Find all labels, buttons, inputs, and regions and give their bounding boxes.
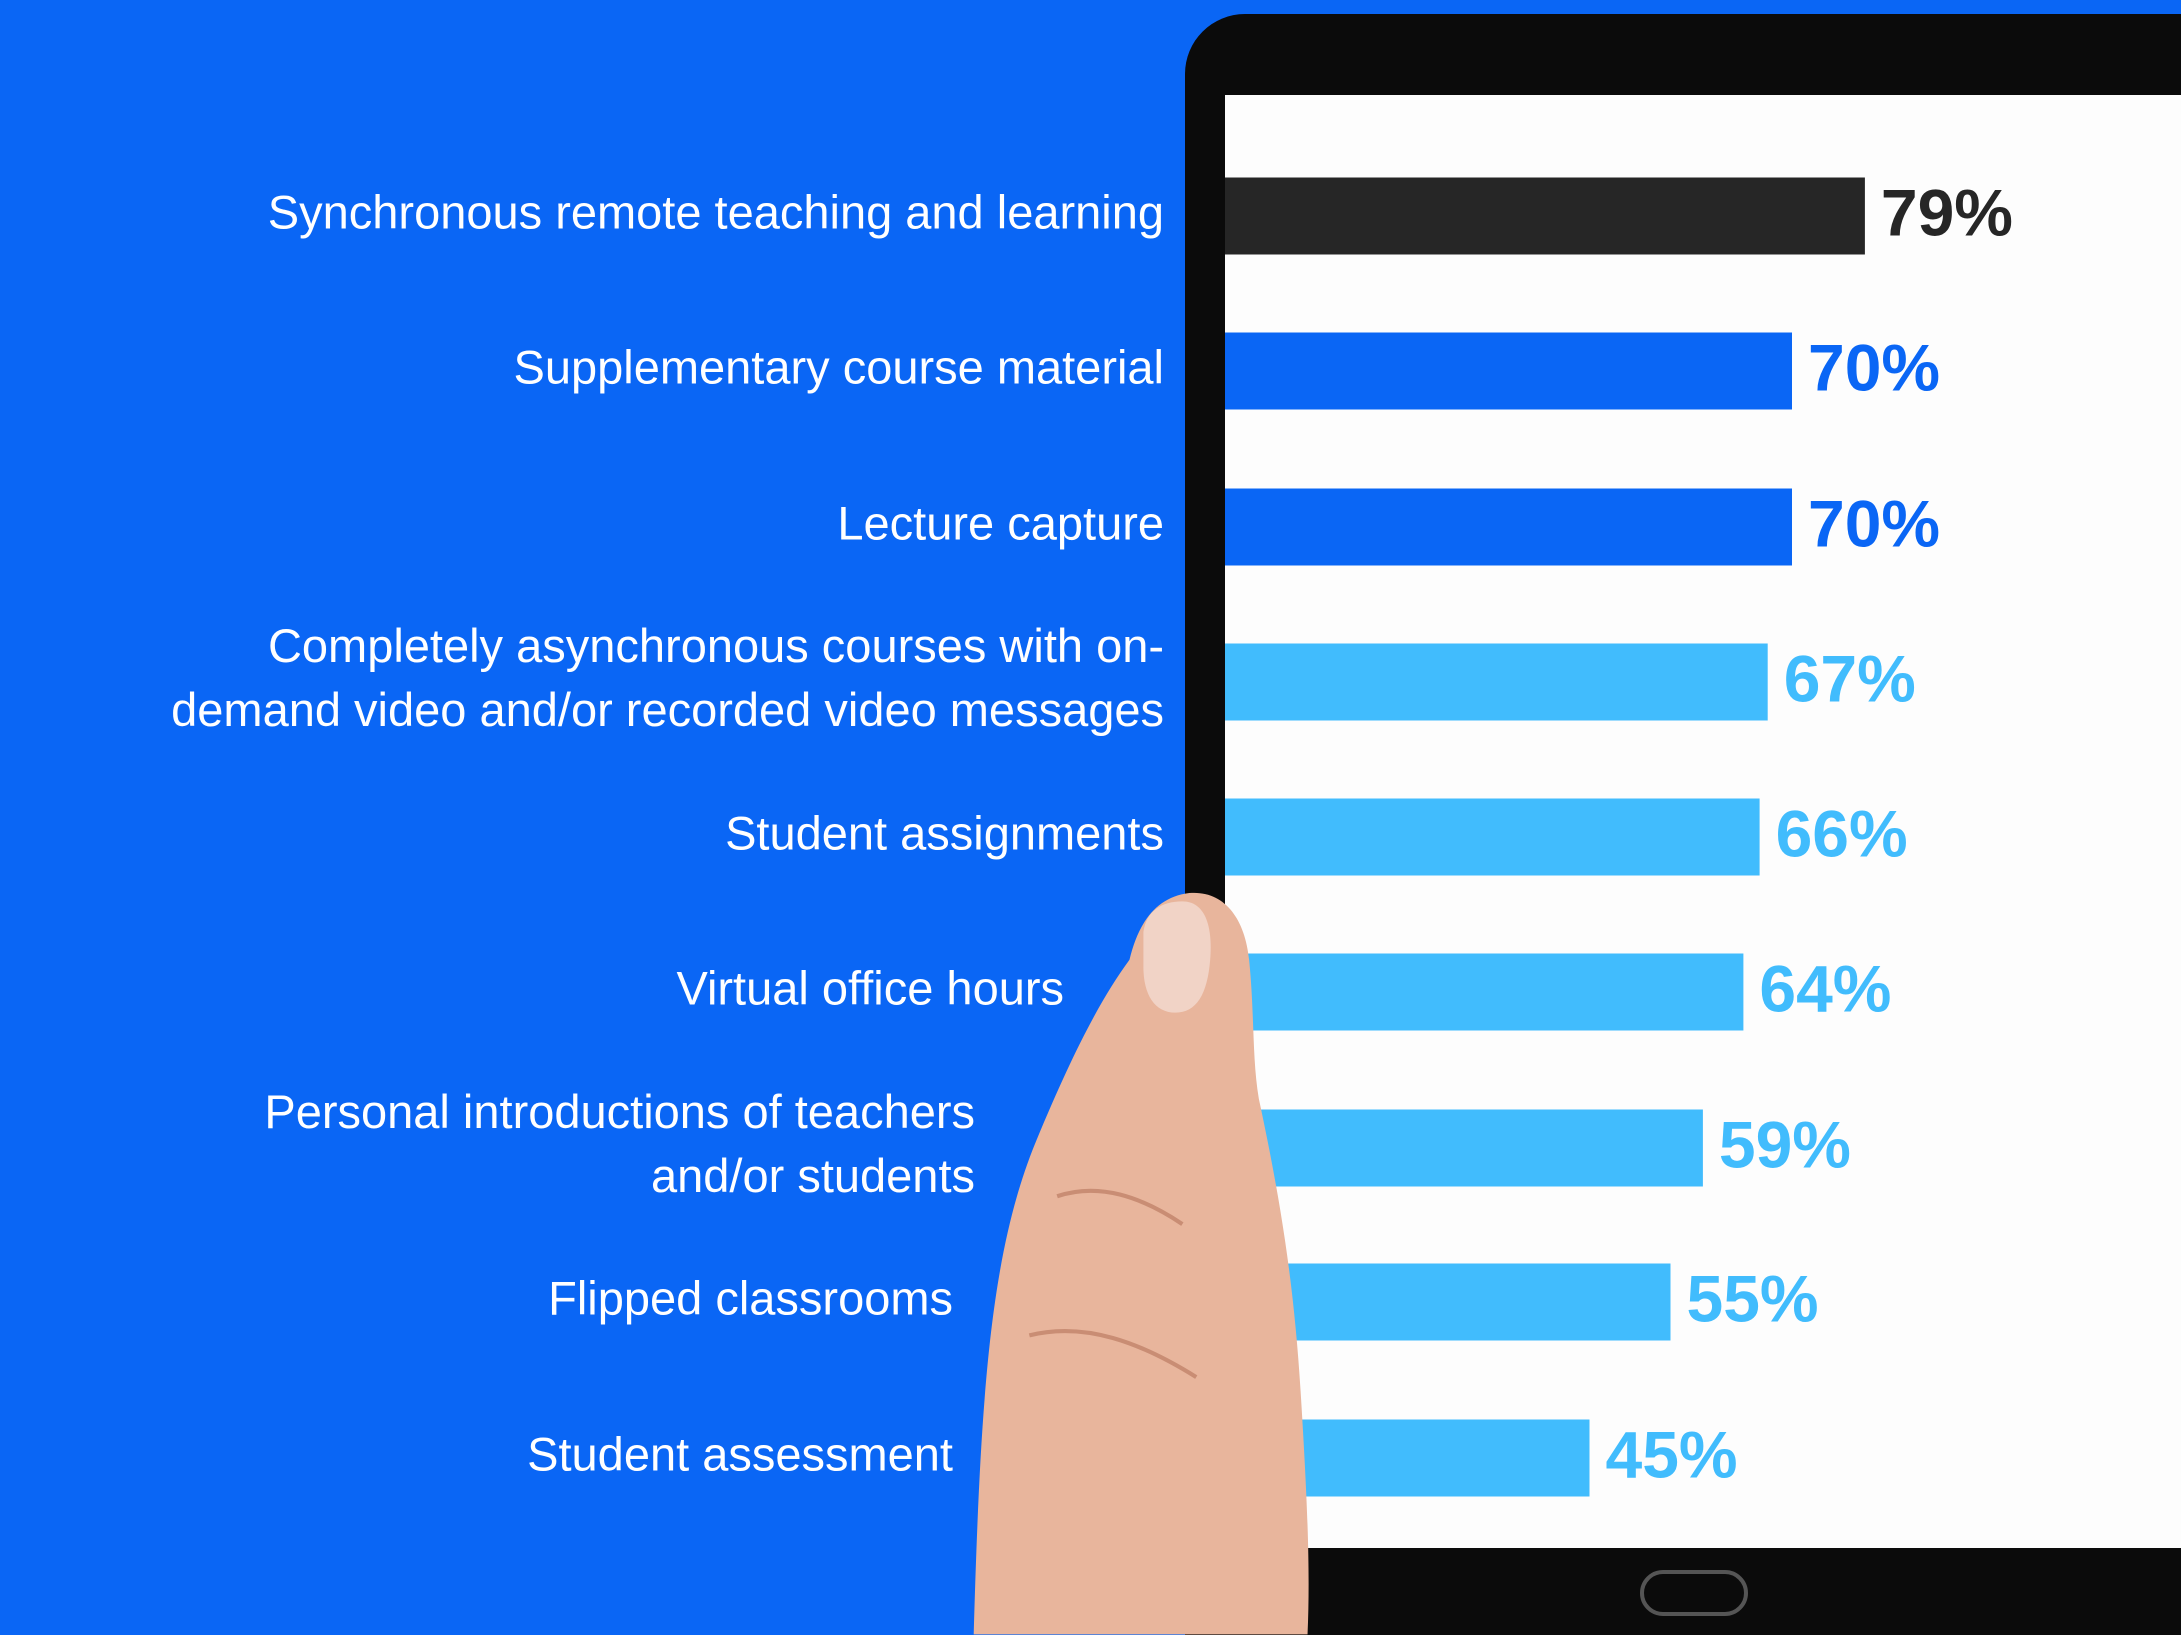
category-label: Student assignments (725, 806, 1164, 859)
bar (1225, 1109, 1703, 1187)
category-label: Synchronous remote teaching and learning (268, 185, 1164, 238)
value-label: 64% (1759, 951, 1891, 1025)
hand-shape (973, 892, 1309, 1635)
category-label: Supplementary course material (514, 340, 1164, 393)
thumbnail (1143, 901, 1211, 1013)
value-label: 59% (1719, 1107, 1851, 1181)
category-label: Lecture capture (837, 496, 1164, 549)
bar (1225, 798, 1760, 876)
bar (1225, 488, 1792, 566)
bar (1225, 332, 1792, 410)
category-label: Completely asynchronous courses with on-… (171, 619, 1164, 736)
value-label: 67% (1784, 641, 1916, 715)
value-label: 55% (1687, 1261, 1819, 1335)
category-label: Student assessment (527, 1427, 953, 1480)
bars: 79% 70% 70% 67% 66% 64% 59% 55% 45% (1225, 175, 2013, 1497)
value-label: 45% (1606, 1417, 1738, 1491)
value-label: 70% (1808, 330, 1940, 404)
bar (1225, 643, 1768, 721)
hand (973, 892, 1309, 1635)
value-label: 66% (1776, 796, 1908, 870)
home-button (1640, 1570, 1748, 1616)
category-label: Personal introductions of teachers and/or… (264, 1085, 975, 1202)
value-label: 70% (1808, 486, 1940, 560)
hand-crease (1028, 1188, 1198, 1379)
category-label: Virtual office hours (676, 961, 1064, 1014)
value-label: 79% (1881, 175, 2013, 249)
bar (1225, 953, 1744, 1031)
bar (1225, 1263, 1671, 1341)
bar (1225, 177, 1865, 255)
category-label: Flipped classrooms (548, 1271, 953, 1324)
